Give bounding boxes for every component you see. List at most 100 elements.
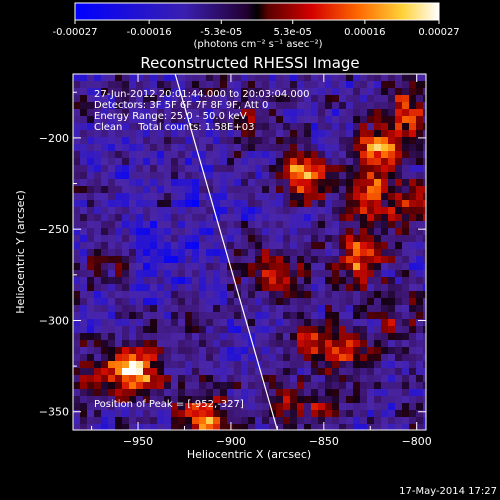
heatmap-cell [381,410,389,418]
heatmap-cell [409,172,417,180]
heatmap-cell [136,221,144,229]
heatmap-cell [185,123,193,131]
heatmap-cell [290,368,298,376]
heatmap-cell [136,207,144,215]
heatmap-cell [150,74,158,82]
heatmap-cell [234,326,242,334]
heatmap-cell [290,81,298,89]
heatmap-cell [395,109,403,117]
heatmap-cell [346,193,354,201]
heatmap-cell [227,137,235,145]
heatmap-cell [416,116,424,124]
heatmap-cell [73,193,81,201]
heatmap-cell [269,193,277,201]
heatmap-cell [213,347,221,355]
heatmap-cell [262,81,270,89]
heatmap-cell [87,354,95,362]
heatmap-cell [409,137,417,145]
heatmap-cell [227,179,235,187]
heatmap-cell [311,396,319,404]
heatmap-cell [234,298,242,306]
heatmap-cell [276,144,284,152]
heatmap-cell [241,277,249,285]
heatmap-cell [171,186,179,194]
heatmap-cell [339,361,347,369]
annotation-counts: Clean Total counts: 1.58E+03 [94,122,254,133]
heatmap-cell [409,228,417,236]
heatmap-cell [297,116,305,124]
heatmap-cell [241,298,249,306]
heatmap-cell [206,340,214,348]
heatmap-cell [227,186,235,194]
heatmap-cell [108,410,116,418]
x-axis-label: Heliocentric X (arcsec) [187,448,311,461]
heatmap-cell [122,207,130,215]
heatmap-cell [171,417,179,425]
heatmap-cell [262,354,270,362]
heatmap-cell [297,228,305,236]
heatmap-cell [157,298,165,306]
heatmap-cell [402,200,410,208]
heatmap-cell [332,312,340,320]
heatmap-cell [353,221,361,229]
heatmap-cell [318,249,326,257]
heatmap-cell [269,102,277,110]
heatmap-cell [311,333,319,341]
heatmap-cell [353,179,361,187]
heatmap-cell [248,277,256,285]
heatmap-cell [276,361,284,369]
heatmap-cell [269,88,277,96]
heatmap-cell [178,179,186,187]
heatmap-cell [423,95,426,103]
heatmap-cell [416,165,424,173]
heatmap-cell [248,403,256,411]
heatmap-cell [262,172,270,180]
heatmap-cell [262,361,270,369]
heatmap-cell [318,88,326,96]
heatmap-cell [87,200,95,208]
heatmap-cell [199,214,207,222]
heatmap-cell [297,165,305,173]
heatmap-cell [388,340,396,348]
heatmap-cell [283,102,291,110]
heatmap-cell [332,179,340,187]
heatmap-cell [136,74,144,82]
heatmap-cell [178,354,186,362]
heatmap-cell [283,305,291,313]
heatmap-cell [192,333,200,341]
heatmap-cell [129,347,137,355]
heatmap-cell [94,305,102,313]
heatmap-cell [395,382,403,390]
heatmap-cell [255,298,263,306]
heatmap-cell [234,74,242,82]
heatmap-cell [185,193,193,201]
heatmap-cell [374,277,382,285]
heatmap-cell [339,193,347,201]
heatmap [73,74,426,430]
heatmap-cell [192,165,200,173]
heatmap-cell [73,256,81,264]
heatmap-cell [395,74,403,82]
heatmap-cell [360,396,368,404]
heatmap-cell [73,151,81,159]
heatmap-cell [395,186,403,194]
heatmap-cell [255,221,263,229]
heatmap-cell [101,200,109,208]
heatmap-cell [332,417,340,425]
heatmap-cell [248,221,256,229]
heatmap-cell [262,319,270,327]
heatmap-cell [220,298,228,306]
heatmap-cell [199,340,207,348]
heatmap-cell [374,235,382,243]
heatmap-cell [262,312,270,320]
heatmap-cell [395,263,403,271]
heatmap-cell [381,165,389,173]
heatmap-cell [381,354,389,362]
heatmap-cell [325,403,333,411]
heatmap-cell [143,375,151,383]
heatmap-cell [94,375,102,383]
heatmap-cell [213,228,221,236]
heatmap-cell [129,116,137,124]
heatmap-cell [311,354,319,362]
heatmap-cell [269,270,277,278]
